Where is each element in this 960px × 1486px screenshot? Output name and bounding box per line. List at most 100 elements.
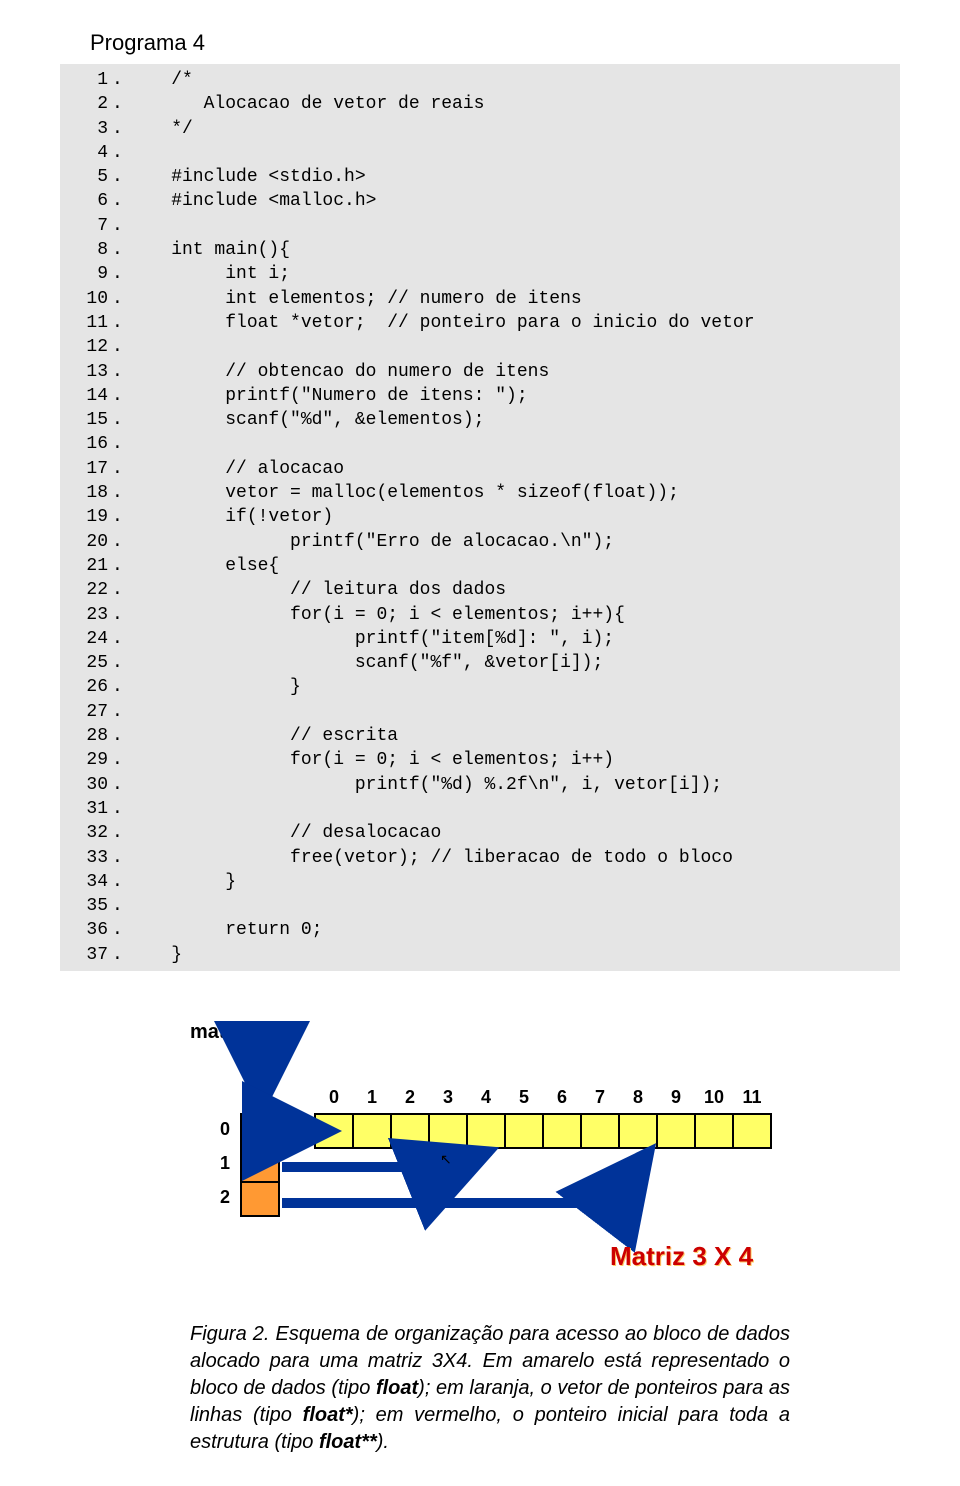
line-number: 26 — [60, 675, 112, 699]
code-line: 13. // obtencao do numero de itens — [60, 360, 900, 384]
line-content — [128, 141, 900, 165]
line-content: */ — [128, 117, 900, 141]
line-dot: . — [112, 894, 128, 918]
col-label: 3 — [428, 1087, 468, 1108]
code-line: 18. vetor = malloc(elementos * sizeof(fl… — [60, 481, 900, 505]
line-content: printf("Numero de itens: "); — [128, 384, 900, 408]
matrix-diagram: mat 012 01234567891011 ↖ Matriz 3 X 4 — [190, 1021, 830, 1311]
code-line: 27. — [60, 700, 900, 724]
code-line: 28. // escrita — [60, 724, 900, 748]
line-dot: . — [112, 505, 128, 529]
line-content: // obtencao do numero de itens — [128, 360, 900, 384]
line-dot: . — [112, 675, 128, 699]
orange-cell — [240, 1181, 280, 1217]
line-dot: . — [112, 432, 128, 456]
code-line: 33. free(vetor); // liberacao de todo o … — [60, 846, 900, 870]
line-content: int elementos; // numero de itens — [128, 287, 900, 311]
line-dot: . — [112, 797, 128, 821]
caption-bold-1: float — [376, 1377, 418, 1399]
code-line: 19. if(!vetor) — [60, 505, 900, 529]
line-number: 13 — [60, 360, 112, 384]
code-line: 1. /* — [60, 68, 900, 92]
line-content: int i; — [128, 262, 900, 286]
code-line: 3. */ — [60, 117, 900, 141]
orange-cell — [240, 1147, 280, 1183]
row-label: 1 — [220, 1153, 230, 1174]
line-number: 29 — [60, 748, 112, 772]
line-dot: . — [112, 238, 128, 262]
code-line: 21. else{ — [60, 554, 900, 578]
code-line: 34. } — [60, 870, 900, 894]
line-number: 4 — [60, 141, 112, 165]
code-line: 6. #include <malloc.h> — [60, 189, 900, 213]
col-label: 6 — [542, 1087, 582, 1108]
line-number: 11 — [60, 311, 112, 335]
row-label: 0 — [220, 1119, 230, 1140]
line-content: printf("item[%d]: ", i); — [128, 627, 900, 651]
line-number: 16 — [60, 432, 112, 456]
line-content: } — [128, 870, 900, 894]
yellow-cell — [542, 1113, 582, 1149]
line-content: // desalocacao — [128, 821, 900, 845]
line-content: scanf("%d", &elementos); — [128, 408, 900, 432]
code-line: 7. — [60, 214, 900, 238]
code-line: 20. printf("Erro de alocacao.\n"); — [60, 530, 900, 554]
line-content: // escrita — [128, 724, 900, 748]
code-line: 26. } — [60, 675, 900, 699]
line-content: return 0; — [128, 918, 900, 942]
line-number: 12 — [60, 335, 112, 359]
line-content: /* — [128, 68, 900, 92]
line-number: 37 — [60, 943, 112, 967]
pointer-column-orange: 012 — [240, 1113, 280, 1217]
line-content: // leitura dos dados — [128, 578, 900, 602]
line-number: 28 — [60, 724, 112, 748]
line-content: vetor = malloc(elementos * sizeof(float)… — [128, 481, 900, 505]
line-content: int main(){ — [128, 238, 900, 262]
line-number: 14 — [60, 384, 112, 408]
matriz-label: Matriz 3 X 4 — [610, 1241, 753, 1272]
line-content: if(!vetor) — [128, 505, 900, 529]
line-dot: . — [112, 821, 128, 845]
line-content: else{ — [128, 554, 900, 578]
line-number: 30 — [60, 773, 112, 797]
line-dot: . — [112, 773, 128, 797]
line-content: printf("%d) %.2f\n", i, vetor[i]); — [128, 773, 900, 797]
line-dot: . — [112, 846, 128, 870]
line-dot: . — [112, 92, 128, 116]
col-label: 8 — [618, 1087, 658, 1108]
line-number: 5 — [60, 165, 112, 189]
line-dot: . — [112, 384, 128, 408]
line-dot: . — [112, 287, 128, 311]
line-content — [128, 894, 900, 918]
col-label: 9 — [656, 1087, 696, 1108]
line-dot: . — [112, 408, 128, 432]
line-dot: . — [112, 117, 128, 141]
line-dot: . — [112, 530, 128, 554]
line-dot: . — [112, 165, 128, 189]
code-line: 30. printf("%d) %.2f\n", i, vetor[i]); — [60, 773, 900, 797]
line-dot: . — [112, 335, 128, 359]
code-line: 23. for(i = 0; i < elementos; i++){ — [60, 603, 900, 627]
line-number: 6 — [60, 189, 112, 213]
yellow-cell — [314, 1113, 354, 1149]
line-dot: . — [112, 481, 128, 505]
code-line: 11. float *vetor; // ponteiro para o ini… — [60, 311, 900, 335]
line-content — [128, 432, 900, 456]
line-content: free(vetor); // liberacao de todo o bloc… — [128, 846, 900, 870]
line-content: float *vetor; // ponteiro para o inicio … — [128, 311, 900, 335]
caption-bold-2: float* — [303, 1404, 353, 1426]
yellow-cell — [428, 1113, 468, 1149]
line-number: 15 — [60, 408, 112, 432]
yellow-cell — [732, 1113, 772, 1149]
line-dot: . — [112, 724, 128, 748]
code-line: 22. // leitura dos dados — [60, 578, 900, 602]
col-label: 0 — [314, 1087, 354, 1108]
line-content: } — [128, 943, 900, 967]
line-dot: . — [112, 918, 128, 942]
line-dot: . — [112, 870, 128, 894]
code-block: 1. /*2. Alocacao de vetor de reais3. */4… — [60, 64, 900, 971]
caption-fig-label: Figura 2. — [190, 1323, 276, 1345]
line-content: for(i = 0; i < elementos; i++) — [128, 748, 900, 772]
line-dot: . — [112, 68, 128, 92]
cursor-icon: ↖ — [440, 1151, 452, 1168]
